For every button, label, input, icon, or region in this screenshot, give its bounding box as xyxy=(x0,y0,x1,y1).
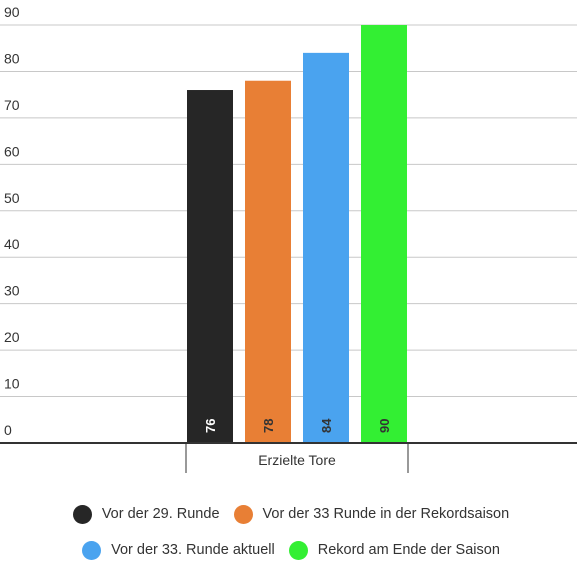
legend-label: Vor der 29. Runde xyxy=(101,506,220,522)
legend-marker xyxy=(82,540,102,560)
bar-data-label: 90 xyxy=(377,419,392,433)
y-tick-label: 20 xyxy=(4,329,20,345)
bar xyxy=(245,80,291,443)
bar-data-label: 84 xyxy=(319,418,334,433)
y-tick-label: 90 xyxy=(4,4,20,20)
y-tick-label: 80 xyxy=(4,50,20,66)
legend-marker xyxy=(288,540,308,560)
legend: Vor der 29. Runde Vor der 33 Runde in de… xyxy=(0,498,582,570)
legend-marker xyxy=(233,504,253,524)
y-tick-label: 60 xyxy=(4,143,20,159)
legend-label: Vor der 33. Runde aktuell xyxy=(111,542,275,558)
y-tick-label: 30 xyxy=(4,283,20,299)
bar xyxy=(361,25,407,443)
y-tick-label: 0 xyxy=(4,422,12,438)
y-tick-label: 50 xyxy=(4,190,20,206)
bar xyxy=(187,90,233,444)
legend-item-vor-der-29-runde[interactable]: Vor der 29. Runde xyxy=(72,504,220,524)
legend-row: Vor der 33. Runde aktuell Rekord am Ende… xyxy=(0,534,582,566)
bar-data-label: 76 xyxy=(203,419,218,433)
bar-chart: 0 10 20 30 40 50 60 70 80 90 76 78 84 90 Erzielte Tore xyxy=(0,4,577,473)
x-category-label: Erzielte Tore xyxy=(258,452,336,468)
bar-data-label: 78 xyxy=(261,419,276,433)
legend-marker xyxy=(72,504,92,524)
legend-item-rekord[interactable]: Rekord am Ende der Saison xyxy=(288,540,500,560)
y-tick-label: 40 xyxy=(4,236,20,252)
legend-item-rekordsaison[interactable]: Vor der 33 Runde in der Rekordsaison xyxy=(233,504,510,524)
y-tick-label: 10 xyxy=(4,376,20,392)
legend-label: Rekord am Ende der Saison xyxy=(317,542,500,558)
bar xyxy=(303,52,349,443)
legend-item-aktuell[interactable]: Vor der 33. Runde aktuell xyxy=(82,540,275,560)
legend-label: Vor der 33 Runde in der Rekordsaison xyxy=(262,506,510,522)
legend-row: Vor der 29. Runde Vor der 33 Runde in de… xyxy=(0,498,582,530)
y-tick-label: 70 xyxy=(4,97,20,113)
